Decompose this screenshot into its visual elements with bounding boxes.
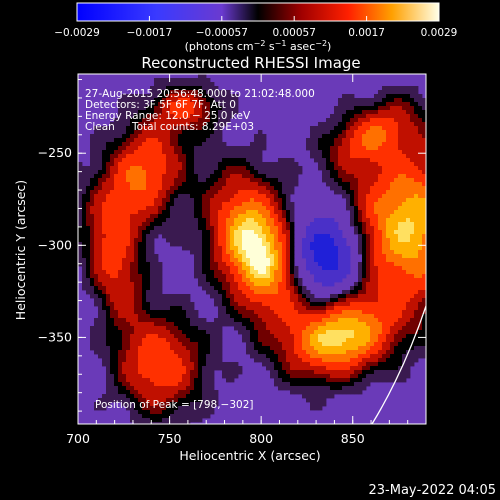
solar-limb-line	[371, 303, 426, 424]
plot-frame	[77, 73, 427, 425]
x-axis-label: Heliocentric X (arcsec)	[179, 448, 320, 463]
detectors-text: Detectors: 3F 5F 6F 7F, Att 0	[85, 99, 236, 111]
y-axis-label: Heliocentric Y (arcsec)	[13, 180, 28, 320]
plot-title: Reconstructed RHESSI Image	[141, 54, 360, 72]
time-range-text: 27‑Aug‑2015 20:56:48.000 to 21:02:48.000	[85, 88, 315, 100]
colorbar-tick-label: 0.0017	[348, 27, 385, 39]
y-tick-label: −300	[38, 237, 72, 252]
colorbar-gradient	[76, 2, 440, 22]
y-tick-label: −250	[38, 145, 72, 160]
colorbar-tick-label: −0.0029	[54, 27, 100, 39]
x-tick-label: 750	[158, 431, 182, 446]
colorbar-tick-label: −0.0017	[127, 27, 173, 39]
x-tick-label: 850	[341, 431, 365, 446]
colorbar-unit-label: (photons cm−2 s−1 asec−2)	[185, 39, 332, 53]
peak-position-text: Position of Peak = [798,−302]	[95, 399, 254, 411]
total-counts-text: Total counts: 8.29E+03	[131, 121, 254, 133]
x-tick-label: 700	[66, 431, 90, 446]
colorbar-ticks: −0.0029 −0.0017 −0.00057 0.00057 0.0017 0.002…	[54, 16, 457, 39]
rhessi-image	[78, 74, 426, 424]
colorbar-tick-label: −0.00057	[196, 27, 248, 39]
clean-method-text: Clean	[85, 121, 115, 133]
observation-info: 27‑Aug‑2015 20:56:48.000 to 21:02:48.000…	[85, 88, 315, 133]
axis-ticks: 700 750 800 850 −250 −300 −350	[38, 74, 427, 446]
colorbar: −0.0029 −0.0017 −0.00057 0.00057 0.0017 0.002…	[54, 2, 457, 53]
footer-timestamp: 23‑May‑2022 04:05	[369, 483, 496, 498]
y-tick-label: −350	[38, 329, 72, 344]
colorbar-tick-label: 0.0029	[421, 27, 458, 39]
x-tick-label: 800	[249, 431, 273, 446]
energy-range-text: Energy Range: 12.0 − 25.0 keV	[85, 110, 251, 122]
colorbar-tick-label: 0.00057	[272, 27, 315, 39]
